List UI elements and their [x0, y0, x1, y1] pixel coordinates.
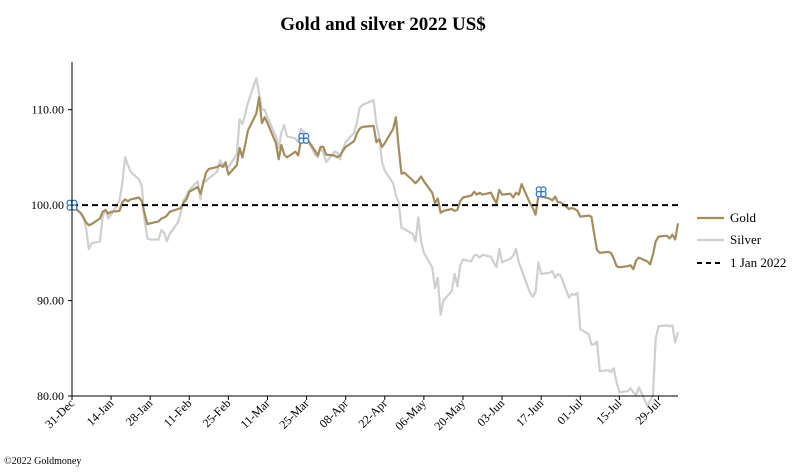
x-tick-label: 14-Jan [84, 396, 117, 429]
legend-item-silver: Silver [697, 232, 762, 247]
x-tick-label: 01-Jul [554, 396, 586, 428]
legend-label-silver: Silver [730, 232, 762, 247]
legend-label-baseline: 1 Jan 2022 [730, 255, 786, 270]
annotation-marker-icon [298, 132, 310, 144]
legend-item-baseline: 1 Jan 2022 [697, 255, 786, 270]
x-tick-label: 28-Jan [123, 396, 156, 429]
legend-item-gold: Gold [697, 210, 757, 225]
y-tick-label: 80.00 [37, 389, 64, 403]
y-tick-label: 90.00 [37, 294, 64, 308]
x-tick-label: 15-Jul [593, 396, 625, 428]
chart-title: Gold and silver 2022 US$ [280, 14, 486, 35]
series-line-silver [71, 77, 680, 407]
x-tick-label: 20-May [431, 396, 468, 433]
x-tick-label: 17-Jun [513, 396, 546, 429]
y-tick-label: 100.00 [31, 198, 64, 212]
x-tick-label: 03-Jun [474, 396, 507, 429]
x-tick-label: 22-Apr [355, 396, 389, 430]
x-tick-label: 11-Feb [161, 396, 195, 430]
legend-label-gold: Gold [730, 210, 757, 225]
series-line-gold [71, 96, 680, 271]
y-axis-ticks: 80.00 90.00 100.00 110.00 [31, 103, 72, 403]
series-layer [71, 77, 680, 407]
x-axis-ticks: 31-Dec 14-Jan 28-Jan 11-Feb 25-Feb 11-Mar 25-M… [42, 396, 664, 433]
legend: Gold Silver 1 Jan 2022 [697, 210, 786, 270]
x-tick-label: 29-Jul [632, 396, 664, 428]
x-tick-label: 25-Feb [200, 396, 234, 430]
x-tick-label: 08-Apr [316, 396, 350, 430]
annotation-marker-icon [535, 186, 547, 198]
x-tick-label: 25-Mar [276, 396, 311, 431]
copyright-credit: ©2022 Goldmoney [4, 456, 81, 467]
x-tick-label: 11-Mar [238, 396, 273, 431]
y-tick-label: 110.00 [31, 103, 64, 117]
x-tick-label: 06-May [392, 396, 429, 433]
